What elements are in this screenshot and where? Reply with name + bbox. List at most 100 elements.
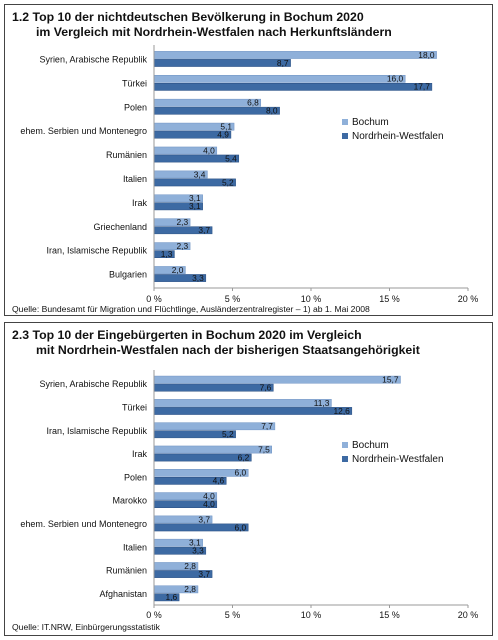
data-label-nrw: 3,7 — [198, 569, 210, 579]
legend-label-nrw: Nordrhein-Westfalen — [352, 131, 444, 142]
x-tick-label: 20 % — [458, 610, 479, 620]
data-label-bochum: 3,1 — [189, 193, 201, 203]
data-label-nrw: 3,3 — [192, 273, 204, 283]
chart-2-svg: 2.3 Top 10 der Eingebürgerten in Bochum … — [12, 328, 479, 632]
bar-nrw — [153, 83, 433, 91]
category-label: Syrien, Arabische Republik — [39, 379, 147, 389]
data-label-bochum: 3,4 — [194, 169, 206, 179]
x-tick-label: 5 % — [225, 610, 241, 620]
x-tick-label: 5 % — [225, 294, 241, 304]
legend-swatch-nrw — [342, 456, 348, 462]
data-label-nrw: 4,6 — [213, 476, 225, 486]
bar-bochum — [153, 51, 437, 59]
data-label-bochum: 2,8 — [184, 561, 196, 571]
data-label-bochum: 2,8 — [184, 584, 196, 594]
chart-title-line-2: im Vergleich mit Nordrhein-Westfalen nac… — [36, 25, 392, 39]
x-tick-label: 0 % — [146, 294, 162, 304]
data-label-nrw: 3,1 — [189, 201, 201, 211]
category-label: Iran, Islamische Republik — [46, 426, 147, 436]
data-label-nrw: 1,6 — [165, 592, 177, 602]
bar-bochum — [153, 399, 332, 407]
data-label-nrw: 17,7 — [414, 82, 431, 92]
x-tick-label: 10 % — [301, 294, 322, 304]
bar-nrw — [153, 59, 291, 67]
data-label-nrw: 5,2 — [222, 429, 234, 439]
category-label: Italien — [123, 542, 147, 552]
data-label-bochum: 16,0 — [387, 74, 404, 84]
bar-bochum — [153, 75, 406, 83]
legend-swatch-nrw — [342, 133, 348, 139]
x-tick-label: 10 % — [301, 610, 322, 620]
data-label-nrw: 12,6 — [334, 406, 351, 416]
data-label-nrw: 3,3 — [192, 546, 204, 556]
data-label-nrw: 1,3 — [161, 249, 173, 259]
category-label: Polen — [124, 472, 147, 482]
data-label-nrw: 4,9 — [217, 129, 229, 139]
data-label-bochum: 2,3 — [176, 241, 188, 251]
x-tick-label: 0 % — [146, 610, 162, 620]
data-label-nrw: 6,0 — [235, 522, 247, 532]
chart-title-line-1: 2.3 Top 10 der Eingebürgerten in Bochum … — [12, 328, 362, 342]
category-label: Afghanistan — [99, 589, 147, 599]
bar-bochum — [153, 98, 262, 107]
data-label-nrw: 8,0 — [266, 106, 278, 116]
category-label: Irak — [132, 449, 148, 459]
data-label-bochum: 3,1 — [189, 538, 201, 548]
data-label-nrw: 7,6 — [260, 382, 272, 392]
bar-bochum — [153, 375, 401, 384]
data-label-nrw: 5,2 — [222, 177, 234, 187]
chart-title-line-2: mit Nordrhein-Westfalen nach der bisheri… — [36, 343, 420, 357]
chart-source-note: Quelle: IT.NRW, Einbürgerungsstatistik — [12, 622, 161, 632]
category-label: Türkei — [122, 402, 147, 412]
data-label-bochum: 3,7 — [198, 514, 210, 524]
data-label-nrw: 6,2 — [238, 452, 250, 462]
legend-label-nrw: Nordrhein-Westfalen — [352, 454, 444, 465]
category-label: Italien — [123, 174, 147, 184]
legend-swatch-bochum — [342, 119, 348, 125]
chart-1-svg: 1.2 Top 10 der nichtdeutschen Bevölkerun… — [12, 10, 479, 314]
data-label-bochum: 5,1 — [220, 121, 232, 131]
category-label: ehem. Serbien und Montenegro — [20, 519, 147, 529]
category-label: ehem. Serbien und Montenegro — [20, 126, 147, 136]
data-label-nrw: 4,0 — [203, 499, 215, 509]
data-label-nrw: 5,4 — [225, 153, 237, 163]
x-tick-label: 15 % — [379, 294, 400, 304]
data-label-bochum: 7,5 — [258, 444, 270, 454]
category-label: Marokko — [112, 496, 147, 506]
legend-label-bochum: Bochum — [352, 117, 389, 128]
bar-nrw — [153, 106, 280, 115]
bar-nrw — [153, 383, 274, 392]
data-label-bochum: 11,3 — [314, 398, 330, 408]
data-label-bochum: 7,7 — [261, 421, 273, 431]
data-label-bochum: 6,8 — [247, 98, 259, 108]
category-label: Polen — [124, 102, 147, 112]
bar-bochum — [153, 422, 276, 431]
category-label: Rumänien — [106, 150, 147, 160]
legend-swatch-bochum — [342, 442, 348, 448]
data-label-bochum: 6,0 — [235, 468, 247, 478]
bar-nrw — [153, 407, 353, 415]
data-label-bochum: 15,7 — [382, 374, 399, 384]
chart-panel-2: 2.3 Top 10 der Eingebürgerten in Bochum … — [4, 322, 493, 636]
data-label-bochum: 2,0 — [172, 265, 184, 275]
category-label: Iran, Islamische Republik — [46, 246, 147, 256]
data-label-bochum: 2,3 — [176, 217, 188, 227]
category-label: Griechenland — [93, 222, 147, 232]
data-label-bochum: 18,0 — [418, 50, 435, 60]
chart-source-note: Quelle: Bundesamt für Migration und Flüc… — [12, 304, 370, 314]
bar-bochum — [153, 445, 272, 454]
category-label: Irak — [132, 198, 148, 208]
x-tick-label: 15 % — [379, 610, 400, 620]
category-label: Syrien, Arabische Republik — [39, 54, 147, 64]
legend-label-bochum: Bochum — [352, 440, 389, 451]
data-label-bochum: 4,0 — [203, 145, 215, 155]
chart-title-line-1: 1.2 Top 10 der nichtdeutschen Bevölkerun… — [12, 10, 364, 24]
data-label-nrw: 8,7 — [277, 58, 289, 68]
category-label: Türkei — [122, 78, 147, 88]
x-tick-label: 20 % — [458, 294, 479, 304]
data-label-bochum: 4,0 — [203, 491, 215, 501]
category-label: Rumänien — [106, 566, 147, 576]
category-label: Bulgarien — [109, 270, 147, 280]
data-label-nrw: 3,7 — [198, 225, 210, 235]
chart-panel-1: 1.2 Top 10 der nichtdeutschen Bevölkerun… — [4, 4, 493, 316]
